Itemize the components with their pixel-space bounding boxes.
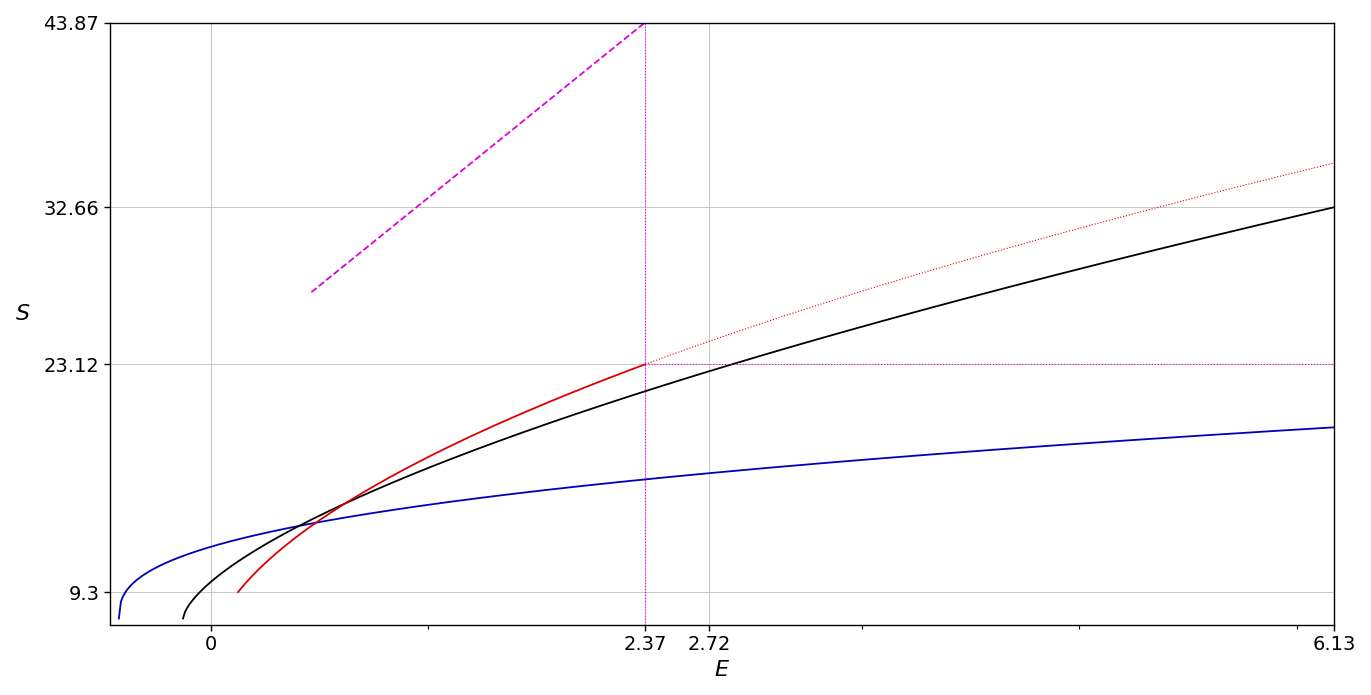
Y-axis label: $S$: $S$ xyxy=(15,304,30,324)
X-axis label: $E$: $E$ xyxy=(714,660,729,680)
